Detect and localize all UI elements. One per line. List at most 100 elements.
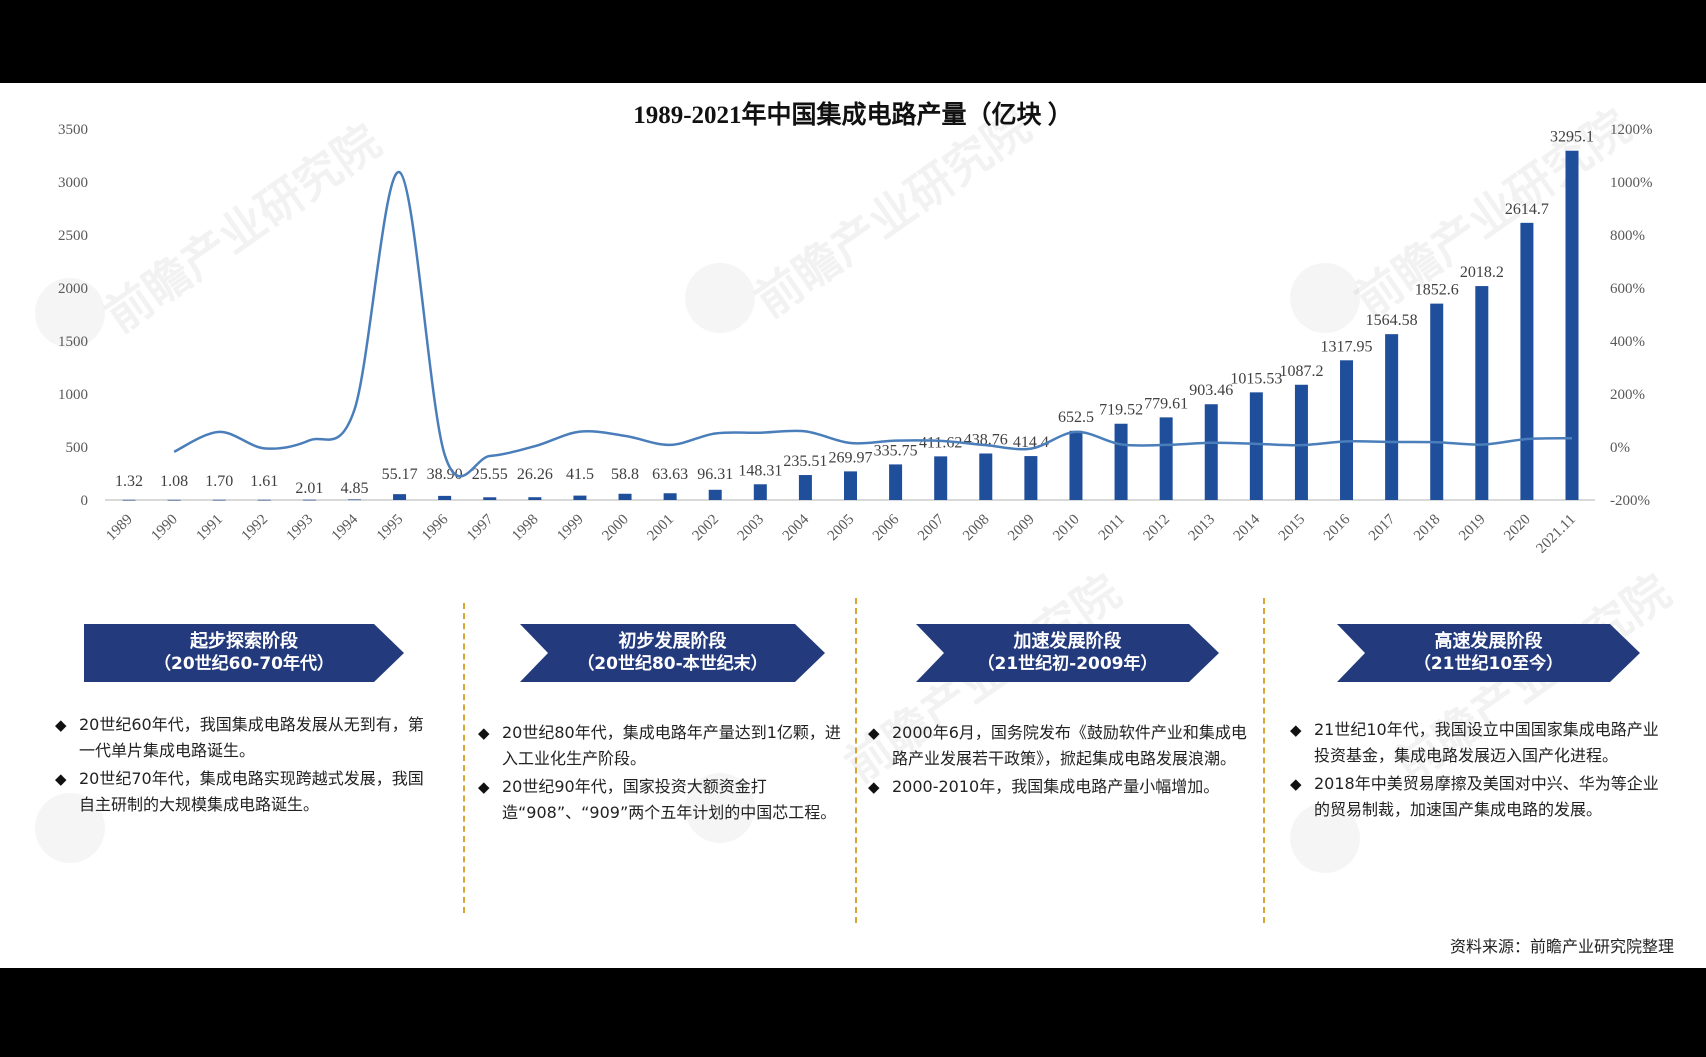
- bar-value-label: 719.52: [1099, 402, 1143, 419]
- y-axis-right-tick: -200%: [1610, 493, 1650, 509]
- bar-value-label: 25.55: [472, 466, 508, 483]
- x-axis-tick: 1993: [284, 512, 317, 545]
- bar-value-label: 235.51: [783, 453, 827, 470]
- bar-value-label: 96.31: [697, 466, 733, 483]
- x-axis-tick: 2012: [1140, 512, 1173, 545]
- y-axis-right-tick: 600%: [1610, 281, 1645, 297]
- bar: [979, 453, 993, 500]
- bar: [844, 471, 857, 500]
- x-axis-tick: 2002: [690, 512, 723, 545]
- bar: [1294, 384, 1308, 500]
- x-axis-tick: 1991: [193, 512, 226, 545]
- x-axis-tick: 2000: [599, 512, 632, 545]
- y-axis-right-tick: 200%: [1610, 387, 1645, 403]
- bar: [528, 497, 542, 500]
- bar: [1114, 423, 1128, 500]
- x-axis-tick: 1995: [374, 512, 407, 545]
- x-axis-tick: 2020: [1501, 512, 1534, 545]
- bar-value-label: 1.70: [205, 473, 233, 490]
- stage-banner: 初步发展阶段 （20世纪80-本世纪末）: [520, 624, 825, 682]
- x-axis-tick: 2006: [870, 511, 903, 544]
- x-axis-tick: 2013: [1186, 512, 1219, 545]
- bar: [393, 494, 407, 500]
- y-axis-left-tick: 2000: [58, 281, 88, 297]
- x-axis-tick: 1996: [419, 511, 452, 544]
- chart: 0 500 1000 1500 2000 2500 3000 3500 -200% 0% 200% 4…: [58, 122, 1653, 553]
- x-axis-tick: 2014: [1231, 511, 1264, 544]
- arrow-banner-icon: [84, 624, 404, 682]
- stage-divider: [855, 598, 857, 923]
- bar-value-label: 55.17: [382, 466, 418, 483]
- chevron-banner-icon: [916, 624, 1219, 682]
- bar: [1430, 303, 1444, 500]
- bar: [1385, 334, 1399, 500]
- x-axis-tick: 1992: [239, 512, 272, 545]
- chevron-banner-icon: [1337, 624, 1640, 682]
- watermark-logo-icon: [685, 263, 755, 333]
- bar-value-label: 652.5: [1058, 409, 1094, 426]
- bar: [1340, 360, 1354, 500]
- y-axis-right-tick: 1000%: [1610, 175, 1653, 191]
- x-axis-tick: 2011: [1096, 512, 1128, 544]
- x-axis-tick: 2003: [735, 512, 768, 545]
- bar: [663, 493, 677, 500]
- stage-title: 加速发展阶段: [1013, 631, 1122, 652]
- diamond-bullet-icon: ◆: [1290, 775, 1302, 793]
- stage-1-bullets: ◆ 20世纪60年代，我国集成电路发展从无到有，第一代单片集成电路诞生。 ◆ 20世…: [55, 710, 425, 818]
- x-axis-tick: 2017: [1366, 511, 1399, 544]
- stage-subtitle: （20世纪80-本世纪末）: [577, 654, 768, 674]
- stage-1: 起步探索阶段 （20世纪60-70年代）: [84, 624, 424, 682]
- y-axis-right-tick: 1200%: [1610, 122, 1653, 138]
- bar: [167, 499, 181, 501]
- stage-divider: [1263, 598, 1265, 923]
- x-axis-tick: 2019: [1456, 512, 1489, 545]
- bar-value-label: 1.61: [250, 473, 278, 490]
- bullet-item: ◆ 2018年中美贸易摩擦及美国对中兴、华为等企业的贸易制裁，加速国产集成电路的发…: [1290, 771, 1670, 823]
- bar: [1024, 456, 1038, 500]
- x-axis-tick: 1997: [464, 511, 497, 544]
- bar: [1475, 286, 1489, 500]
- x-axis-tick: 1998: [509, 512, 542, 545]
- x-axis-tick: 2008: [960, 512, 993, 545]
- x-axis-tick: 2018: [1411, 512, 1444, 545]
- bar: [212, 499, 226, 501]
- x-axis-tick: 2016: [1321, 511, 1354, 544]
- watermark-logo-icon: [35, 793, 105, 863]
- bar: [302, 499, 316, 501]
- bar: [347, 499, 361, 501]
- bar: [1159, 417, 1173, 500]
- bullet-item: ◆ 20世纪80年代，集成电路年产量达到1亿颗，进入工业化生产阶段。: [478, 720, 848, 772]
- stage-banner: 起步探索阶段 （20世纪60-70年代）: [84, 624, 404, 682]
- bar-value-label: 2.01: [295, 480, 323, 497]
- bar: [934, 456, 948, 500]
- diamond-bullet-icon: ◆: [478, 724, 490, 742]
- bar-value-label: 269.97: [829, 449, 873, 466]
- x-axis-tick: 2010: [1050, 512, 1083, 545]
- diamond-bullet-icon: ◆: [868, 724, 880, 742]
- y-axis-left-tick: 0: [81, 493, 89, 509]
- bar: [573, 495, 587, 500]
- diamond-bullet-icon: ◆: [868, 778, 880, 796]
- x-axis-tick: 2009: [1005, 512, 1038, 545]
- stage-banner: 高速发展阶段 （21世纪10至今）: [1337, 624, 1640, 682]
- y-axis-left-tick: 3000: [58, 175, 88, 191]
- chart-title: 1989-2021年中国集成电路产量（亿块 ）: [633, 102, 1073, 129]
- x-axis-tick: 1989: [103, 512, 136, 545]
- diamond-bullet-icon: ◆: [55, 716, 67, 734]
- y-axis-right-tick: 0%: [1610, 440, 1630, 456]
- watermark-logo-icon: [1290, 803, 1360, 873]
- bullet-item: ◆ 20世纪90年代，国家投资大额资金打造“908”、“909”两个五年计划的中国…: [478, 774, 848, 826]
- bar: [889, 464, 903, 500]
- bar-value-label: 1317.95: [1321, 338, 1373, 355]
- bar: [1249, 392, 1263, 500]
- bar: [1565, 150, 1579, 500]
- stage-title: 起步探索阶段: [190, 631, 298, 652]
- diamond-bullet-icon: ◆: [478, 778, 490, 796]
- bar-value-label: 1564.58: [1366, 312, 1418, 329]
- bar: [257, 499, 271, 501]
- bar: [618, 493, 632, 500]
- bar-value-label: 63.63: [652, 466, 688, 483]
- bar-value-label: 779.61: [1144, 395, 1188, 412]
- bar: [1204, 404, 1218, 500]
- bar: [122, 499, 136, 501]
